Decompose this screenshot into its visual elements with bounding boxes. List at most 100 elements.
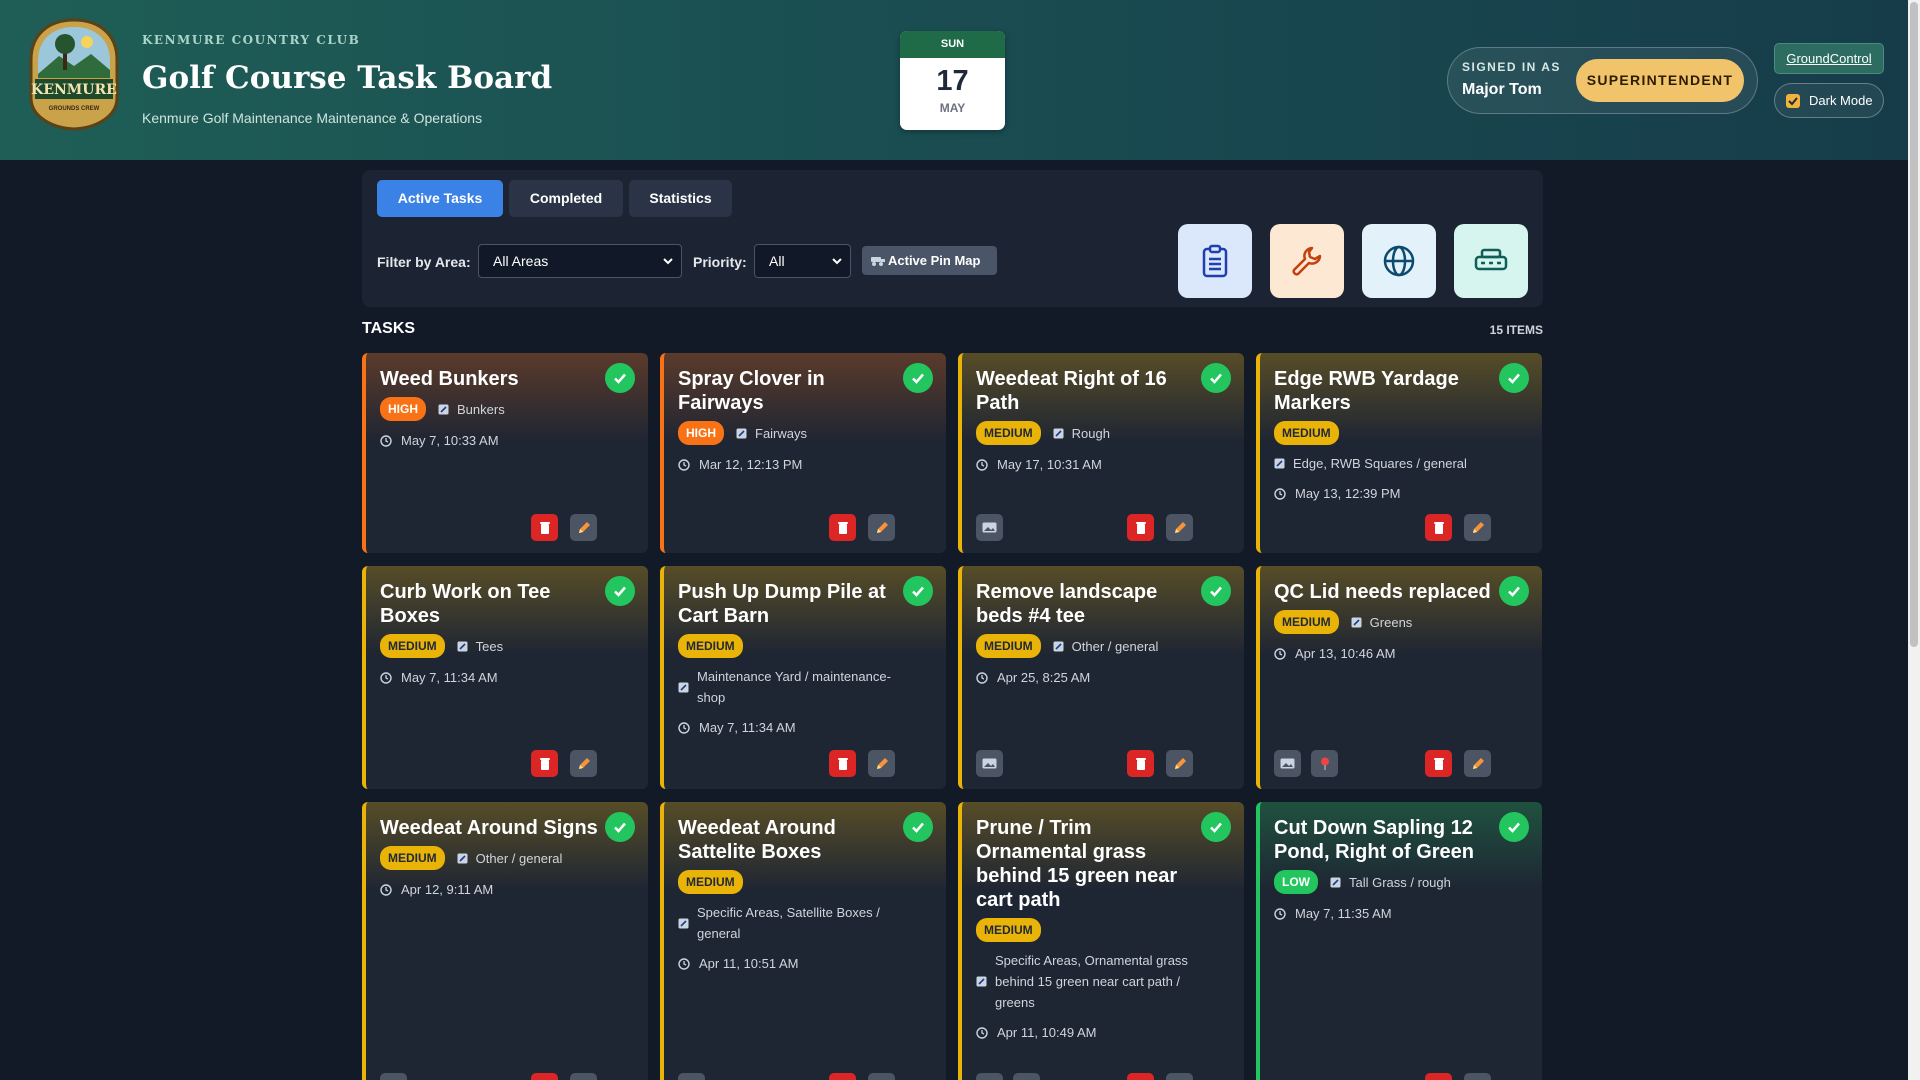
delete-button[interactable]	[531, 514, 558, 541]
complete-button[interactable]	[1201, 812, 1231, 842]
delete-button[interactable]	[1425, 514, 1452, 541]
delete-button[interactable]	[531, 1073, 558, 1080]
dark-mode-toggle[interactable]: Dark Mode	[1774, 83, 1884, 118]
check-icon	[614, 373, 626, 384]
photo-button[interactable]	[678, 1073, 705, 1080]
check-icon	[1210, 822, 1222, 833]
task-area: Maintenance Yard / maintenance-shop	[678, 666, 897, 708]
complete-button[interactable]	[1201, 576, 1231, 606]
edit-button[interactable]	[868, 750, 895, 777]
task-area: Greens	[1351, 612, 1413, 633]
icon-shape	[680, 919, 687, 927]
complete-button[interactable]	[903, 576, 933, 606]
edit-button[interactable]	[1166, 1073, 1193, 1080]
delete-button[interactable]	[1425, 1073, 1452, 1080]
complete-button[interactable]	[1499, 812, 1529, 842]
photo-button[interactable]	[380, 1073, 407, 1080]
edit-button[interactable]	[570, 1073, 597, 1080]
edit-button[interactable]	[570, 514, 597, 541]
icon-shape	[981, 461, 985, 467]
task-grid: Weed Bunkers HIGH Bunkers May 7, 10:33 AM Sp…	[362, 353, 1543, 1080]
tools-button[interactable]	[1270, 224, 1344, 298]
delete-button[interactable]	[1127, 514, 1154, 541]
priority-badge: MEDIUM	[1274, 610, 1339, 634]
checkbox[interactable]	[1786, 94, 1800, 108]
icon-shape	[1174, 521, 1186, 533]
icon-shape	[380, 671, 392, 684]
edit-button[interactable]	[1464, 514, 1491, 541]
task-time: Apr 25, 8:25 AM	[976, 670, 1194, 685]
user-name: Major Tom	[1462, 81, 1542, 98]
dark-mode-label: Dark Mode	[1809, 93, 1873, 108]
clock-icon	[678, 458, 690, 471]
tab[interactable]: Active Tasks	[377, 180, 503, 217]
icon-shape	[1174, 528, 1179, 533]
globe-icon	[1383, 245, 1415, 277]
priority-select[interactable]: All	[754, 244, 851, 278]
pin-button[interactable]	[1311, 750, 1338, 777]
icon-shape	[981, 1029, 985, 1035]
complete-button[interactable]	[605, 576, 635, 606]
delete-button[interactable]	[829, 514, 856, 541]
complete-button[interactable]	[903, 812, 933, 842]
map-button[interactable]	[1362, 224, 1436, 298]
complete-button[interactable]	[1201, 363, 1231, 393]
delete-button[interactable]	[531, 750, 558, 777]
edit-button[interactable]	[1166, 750, 1193, 777]
priority-badge: MEDIUM	[976, 634, 1041, 658]
complete-button[interactable]	[1499, 363, 1529, 393]
pin-button[interactable]	[1013, 1073, 1040, 1080]
trash-icon	[837, 521, 848, 534]
scrollbar-thumb[interactable]	[1910, 2, 1918, 647]
delete-button[interactable]	[1127, 750, 1154, 777]
clipboard-button[interactable]	[1178, 224, 1252, 298]
pencil-icon	[1472, 757, 1484, 769]
page-title: Golf Course Task Board	[142, 60, 553, 96]
delete-button[interactable]	[829, 750, 856, 777]
area-icon	[1053, 641, 1064, 651]
task-time: May 7, 10:33 AM	[380, 433, 598, 448]
complete-button[interactable]	[605, 363, 635, 393]
edit-button[interactable]	[868, 514, 895, 541]
delete-button[interactable]	[1425, 750, 1452, 777]
icon-shape	[614, 373, 626, 384]
clock-icon	[678, 957, 690, 970]
edit-button[interactable]	[1464, 1073, 1491, 1080]
delete-button[interactable]	[829, 1073, 856, 1080]
icon-shape	[876, 521, 888, 533]
edit-button[interactable]	[570, 750, 597, 777]
clock-icon	[1274, 487, 1286, 500]
icon-shape	[1135, 757, 1146, 760]
complete-button[interactable]	[903, 363, 933, 393]
equipment-button[interactable]	[1454, 224, 1528, 298]
task-meta: MEDIUM Other / general	[976, 634, 1230, 658]
photo-button[interactable]	[1274, 750, 1301, 777]
icon-shape	[879, 262, 883, 266]
edit-button[interactable]	[868, 1073, 895, 1080]
toolbar: Active Tasks Completed Statistics Filter…	[362, 170, 1543, 307]
photo-icon	[1280, 758, 1295, 769]
edit-button[interactable]	[1166, 514, 1193, 541]
photo-icon	[982, 522, 997, 533]
area-text: Greens	[1369, 614, 1413, 630]
groundcontrol-link[interactable]: GroundControl	[1774, 43, 1884, 74]
edit-button[interactable]	[1464, 750, 1491, 777]
task-area: Rough	[1053, 423, 1110, 444]
complete-button[interactable]	[1499, 576, 1529, 606]
task-title: Prune / Trim Ornamental grass behind 15 …	[976, 817, 1178, 911]
pin-map-button[interactable]: Active Pin Map	[862, 246, 997, 275]
tab[interactable]: Completed	[509, 180, 623, 217]
area-select[interactable]: All Areas	[478, 244, 682, 278]
delete-button[interactable]	[1127, 1073, 1154, 1080]
tab[interactable]: Statistics	[629, 180, 732, 217]
pencil-icon	[578, 757, 590, 769]
icon-shape	[81, 36, 93, 48]
task-area: Edge, RWB Squares / general	[1274, 453, 1467, 474]
complete-button[interactable]	[605, 812, 635, 842]
photo-button[interactable]	[976, 750, 1003, 777]
photo-button[interactable]	[976, 514, 1003, 541]
task-time: May 7, 11:34 AM	[678, 720, 896, 735]
photo-button[interactable]	[976, 1073, 1003, 1080]
trash-icon	[1433, 757, 1444, 770]
icon-shape	[838, 759, 847, 770]
